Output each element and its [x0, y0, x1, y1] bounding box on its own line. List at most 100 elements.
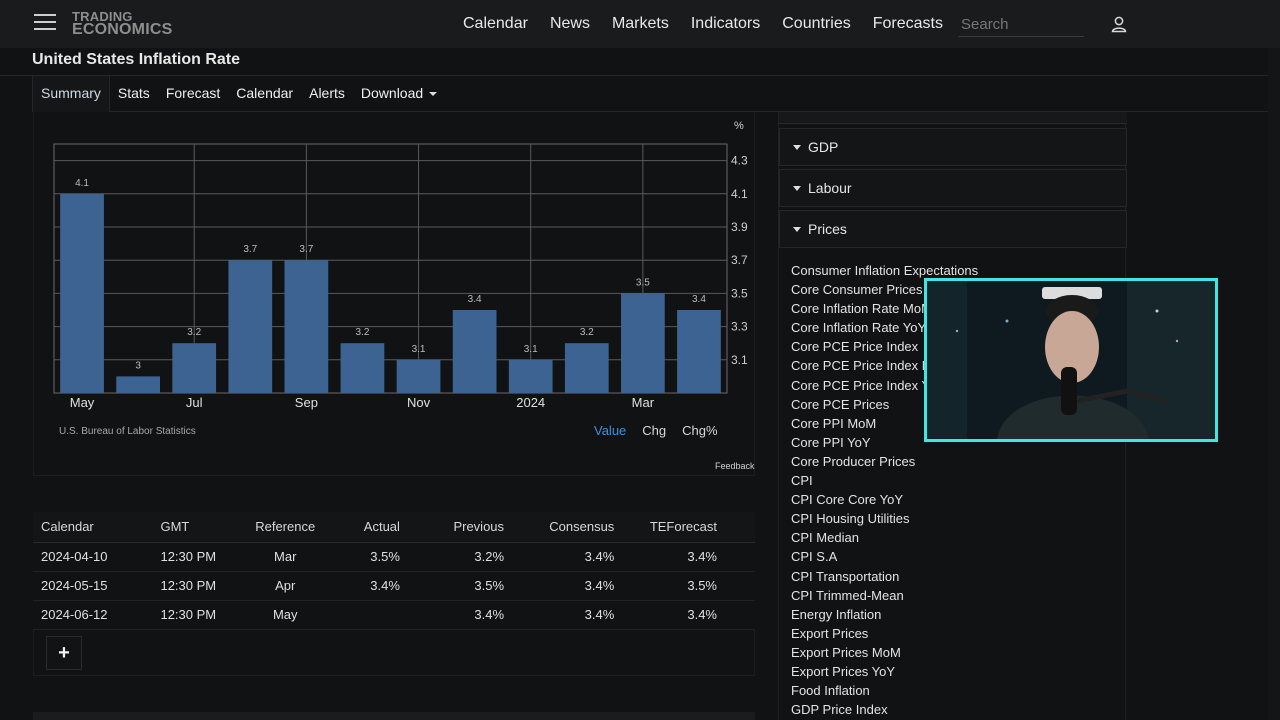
accordion-labour[interactable]: Labour	[779, 169, 1127, 207]
chart-bar[interactable]	[116, 376, 160, 393]
accordion-labour-label: Labour	[808, 180, 852, 196]
chart-bar[interactable]	[396, 359, 441, 393]
inflation-bar-chart: 4.3 4.1 3.9 3.7 3.5 3.3 3.1% 4.1 3 3.2 3.7 3.7 3.2 3.…	[53, 120, 748, 410]
mode-value-button[interactable]: Value	[594, 423, 627, 438]
x-tick-label: Jul	[186, 395, 203, 410]
cell-previous: 3.2%	[415, 542, 519, 572]
list-item[interactable]: Export Prices MoM	[791, 644, 901, 660]
cell-actual: 3.4%	[326, 571, 416, 601]
plot-frame	[53, 143, 728, 394]
chart-bar[interactable]	[340, 343, 385, 393]
y-tick-label: 3.3	[731, 320, 748, 334]
chart-bar[interactable]	[677, 310, 721, 393]
list-item[interactable]: Core Inflation Rate MoM	[791, 301, 932, 317]
list-item[interactable]: Core PCE Prices	[791, 396, 890, 412]
list-item[interactable]: Core PCE Price Index MoM	[791, 358, 951, 374]
mode-chg-button[interactable]: Chg	[642, 423, 667, 438]
nav-news[interactable]: News	[549, 15, 590, 32]
chart-bar[interactable]	[284, 260, 329, 393]
list-item[interactable]: GDP Price Index	[791, 702, 888, 718]
list-item[interactable]: Export Prices	[791, 625, 869, 641]
list-item[interactable]: CPI Trimmed-Mean	[791, 587, 904, 603]
list-item[interactable]: Core PPI YoY	[791, 434, 871, 450]
cell-consensus: 3.4%	[518, 600, 629, 630]
list-item[interactable]: Export Prices YoY	[791, 663, 896, 679]
list-item[interactable]: CPI Transportation	[791, 568, 900, 584]
nav-markets[interactable]: Markets	[611, 15, 669, 32]
page-scrollbar[interactable]	[1268, 48, 1280, 720]
tab-stats[interactable]: Stats	[117, 85, 150, 101]
list-item[interactable]: Core Consumer Prices	[791, 282, 923, 298]
list-item[interactable]: Food Inflation	[791, 683, 870, 699]
caret-down-icon	[793, 227, 801, 232]
search-input[interactable]	[958, 13, 1084, 37]
list-item[interactable]: Core Producer Prices	[791, 453, 916, 469]
user-icon[interactable]	[1110, 15, 1128, 33]
nav-indicators[interactable]: Indicators	[690, 15, 761, 32]
chart-panel: 4.3 4.1 3.9 3.7 3.5 3.3 3.1% 4.1 3 3.2 3.7 3.7 3.2 3.…	[33, 112, 755, 476]
accordion-prices[interactable]: Prices	[779, 210, 1127, 248]
x-tick-label: Mar	[632, 395, 655, 410]
list-item[interactable]: Core PPI MoM	[791, 415, 877, 431]
chart-bar[interactable]	[228, 260, 273, 393]
accordion-gdp[interactable]: GDP	[779, 128, 1127, 166]
x-tick-label: 2024	[516, 395, 545, 410]
cell-reference: Apr	[244, 571, 327, 601]
cell-actual: 3.5%	[326, 542, 416, 572]
list-item[interactable]: Core Inflation Rate YoY	[791, 320, 927, 336]
col-actual: Actual	[326, 512, 416, 543]
y-tick-label: 3.5	[731, 286, 748, 300]
y-tick-label: 3.7	[731, 253, 748, 267]
chart-bar[interactable]	[452, 310, 497, 393]
chart-source: U.S. Bureau of Labor Statistics	[59, 426, 196, 437]
release-calendar-table: Calendar GMT Reference Actual Previous C…	[33, 512, 755, 630]
sidebar-top-strip	[779, 112, 1127, 124]
site-logo[interactable]: TRADING ECONOMICS	[72, 10, 172, 38]
cell-gmt: 12:30 PM	[152, 571, 245, 601]
list-item[interactable]: CPI Housing Utilities	[791, 511, 910, 527]
chart-bar[interactable]	[564, 343, 609, 393]
cell-date: 2024-06-12	[33, 600, 153, 630]
bar-value-label: 4.1	[75, 178, 89, 189]
tab-summary[interactable]: Summary	[32, 76, 110, 112]
list-item[interactable]: CPI Core Core YoY	[791, 492, 904, 508]
bar-value-label: 3.2	[187, 327, 201, 338]
list-item[interactable]: Consumer Inflation Expectations	[791, 263, 979, 278]
chart-bar[interactable]	[621, 293, 665, 393]
nav-calendar[interactable]: Calendar	[463, 15, 528, 32]
tab-download[interactable]: Download	[353, 76, 445, 112]
show-more-button[interactable]: +	[46, 636, 82, 670]
y-tick-label: 3.9	[731, 220, 748, 234]
chart-bar[interactable]	[508, 359, 553, 393]
menu-icon[interactable]	[34, 14, 56, 32]
tab-alerts[interactable]: Alerts	[309, 85, 345, 101]
mode-chg-pct-button[interactable]: Chg%	[682, 423, 718, 438]
col-consensus: Consensus	[518, 512, 629, 543]
list-item[interactable]: Core PCE Price Index	[791, 339, 919, 355]
list-item[interactable]: Core PCE Price Index YoY	[791, 377, 945, 393]
tab-calendar[interactable]: Calendar	[236, 85, 294, 101]
list-item[interactable]: CPI	[791, 473, 813, 489]
bar-value-label: 3.1	[412, 344, 426, 355]
chart-bar[interactable]	[172, 343, 217, 393]
feedback-link[interactable]: Feedback	[715, 461, 755, 471]
y-tick-label: 3.1	[731, 353, 748, 367]
tab-forecast[interactable]: Forecast	[165, 85, 221, 101]
next-panel-edge	[33, 712, 755, 720]
bar-value-label: 3	[135, 360, 141, 371]
chart-bar[interactable]	[60, 193, 104, 393]
bar-value-label: 3.7	[299, 244, 313, 255]
y-axis-unit: %	[734, 120, 744, 132]
x-tick-label: Sep	[295, 395, 318, 410]
nav-countries[interactable]: Countries	[782, 15, 851, 32]
prices-indicator-list: Consumer Inflation Expectations Core Cons…	[791, 261, 978, 719]
nav-forecasts[interactable]: Forecasts	[872, 15, 943, 32]
main-nav: Calendar News Markets Indicators Countri…	[452, 0, 954, 48]
list-item[interactable]: CPI S.A	[791, 549, 838, 565]
cell-previous: 3.4%	[415, 600, 519, 630]
cell-consensus: 3.4%	[518, 542, 629, 572]
list-item[interactable]: CPI Median	[791, 530, 859, 546]
list-item[interactable]: Energy Inflation	[791, 606, 882, 622]
bar-value-label: 3.2	[356, 327, 370, 338]
table-row: 2024-04-10 12:30 PM Mar 3.5% 3.2% 3.4% 3…	[33, 542, 755, 572]
